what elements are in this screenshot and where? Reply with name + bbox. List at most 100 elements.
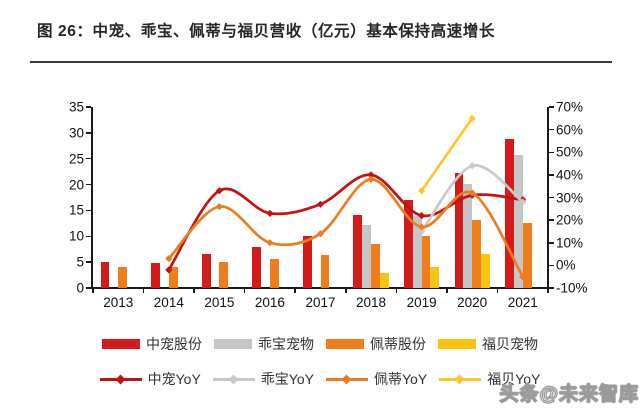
- right-axis-tick-label: 20%: [556, 212, 584, 228]
- revenue-bar-2017-s2: [320, 255, 330, 288]
- yoy-marker-s3: [418, 187, 426, 195]
- revenue-bar-2017-s0: [302, 235, 312, 288]
- x-axis-year-label: 2015: [204, 295, 235, 310]
- right-axis-tick-label: 30%: [556, 189, 584, 205]
- yoy-marker-s0: [418, 212, 426, 220]
- legend-bar-swatch: [326, 339, 364, 349]
- left-axis-tick-mark: [86, 261, 91, 263]
- revenue-bar-2020-s1: [463, 184, 473, 288]
- yoy-marker-s1: [418, 227, 426, 236]
- x-axis-tick-mark: [496, 289, 499, 293]
- right-axis-tick-label: 70%: [556, 99, 584, 115]
- revenue-bar-2018-s1: [362, 224, 372, 288]
- yoy-marker-s2: [519, 273, 527, 281]
- legend-item-line-s2: 佩蒂YoY: [326, 369, 427, 389]
- legend-bar-swatch: [214, 339, 252, 349]
- left-axis-tick-mark: [86, 183, 91, 186]
- legend-label: 佩蒂YoY: [374, 371, 428, 387]
- watermark: 头条@未来智库: [499, 384, 639, 406]
- revenue-bar-2021-s2: [522, 222, 532, 288]
- x-axis-tick-mark: [92, 289, 94, 293]
- legend-item-line-s0: 中宠YoY: [99, 369, 201, 389]
- legend-line-marker: [341, 374, 352, 384]
- right-axis-tick-label: 0%: [556, 257, 576, 273]
- legend-label: 中宠股份: [146, 336, 202, 352]
- revenue-bar-2013-s2: [118, 267, 128, 288]
- revenue-bar-2020-s3: [480, 253, 490, 288]
- right-axis-tick-mark: [549, 196, 554, 199]
- x-axis-tick-mark: [547, 289, 549, 293]
- legend-bar-swatch: [438, 339, 476, 349]
- right-axis-tick-mark: [549, 128, 554, 131]
- right-axis-tick-label: 60%: [556, 121, 584, 137]
- left-axis-tick-mark: [86, 157, 91, 160]
- legend-label: 佩蒂股份: [370, 336, 426, 352]
- revenue-bar-2019-s3: [430, 267, 440, 288]
- title-divider: [30, 61, 612, 63]
- yoy-marker-s0: [215, 187, 223, 195]
- plot-area: [93, 107, 548, 288]
- yoy-marker-s2: [215, 202, 223, 211]
- yoy-marker-s2: [468, 189, 476, 197]
- legend-label: 乖宝YoY: [260, 371, 314, 387]
- x-axis-line: [91, 287, 549, 289]
- x-axis-tick-mark: [446, 289, 448, 293]
- x-axis-year-label: 2020: [457, 295, 488, 310]
- revenue-bar-2019-s0: [404, 199, 413, 288]
- left-axis-tick-mark: [86, 235, 91, 238]
- legend-label: 福贝YoY: [487, 371, 541, 387]
- revenue-bar-2020-s0: [454, 172, 464, 288]
- revenue-bar-2020-s2: [472, 219, 481, 288]
- x-axis-tick-mark: [193, 289, 195, 293]
- right-axis-tick-mark: [549, 106, 554, 108]
- legend-line-marker: [115, 374, 126, 384]
- legend-line-marker: [454, 374, 465, 384]
- right-axis-tick-mark: [549, 174, 554, 176]
- right-y-axis-line: [547, 107, 549, 289]
- revenue-bar-2015-s0: [201, 254, 211, 288]
- right-axis-tick-label: 50%: [556, 144, 584, 160]
- yoy-marker-s2: [367, 175, 375, 183]
- legend-line-swatch: [99, 374, 142, 384]
- x-axis-tick-mark: [294, 289, 296, 293]
- left-axis-tick-label: 15: [68, 202, 84, 218]
- yoy-marker-s1: [468, 162, 476, 170]
- yoy-marker-s0: [266, 209, 274, 217]
- legend-label: 乖宝宠物: [258, 336, 314, 352]
- yoy-lines-layer: [165, 114, 527, 281]
- left-axis-tick-mark: [86, 287, 91, 289]
- revenue-bar-2014-s0: [151, 262, 161, 288]
- right-axis-tick-label: 40%: [556, 167, 584, 183]
- right-axis-tick-mark: [549, 242, 554, 244]
- legend-revenue-bars: 中宠股份 乖宝宠物 佩蒂股份 福贝宠物: [0, 334, 640, 354]
- right-axis-tick-mark: [549, 219, 554, 221]
- legend-item-bar-s0: 中宠股份: [102, 334, 202, 354]
- x-axis-year-label: 2019: [406, 295, 437, 310]
- yoy-marker-s2: [418, 223, 426, 231]
- left-axis-tick-label: 30: [68, 125, 84, 141]
- legend-item-bar-s2: 佩蒂股份: [326, 334, 426, 354]
- legend-line-marker: [228, 374, 239, 384]
- yoy-line-s0: [167, 173, 525, 272]
- legend-label: 中宠YoY: [147, 371, 201, 387]
- left-axis-tick-label: 10: [68, 228, 84, 244]
- right-axis-tick-label: -10%: [556, 280, 588, 296]
- yoy-line-s3: [420, 116, 474, 193]
- x-axis-year-label: 2016: [254, 295, 285, 310]
- left-axis-tick-mark: [86, 209, 91, 212]
- right-axis-tick-label: 10%: [556, 235, 584, 250]
- legend-yoy-lines: 中宠YoY 乖宝YoY 佩蒂YoY 福贝YoY: [0, 369, 640, 389]
- legend-item-line-s1: 乖宝YoY: [212, 369, 314, 389]
- legend-line-swatch: [326, 374, 368, 384]
- revenue-bar-2016-s2: [269, 259, 279, 288]
- yoy-marker-s2: [266, 239, 274, 247]
- x-axis-year-label: 2017: [305, 295, 336, 310]
- x-axis-year-label: 2014: [153, 295, 184, 310]
- legend-label: 福贝宠物: [482, 336, 538, 352]
- yoy-marker-s2: [316, 230, 325, 238]
- right-axis-tick-mark: [549, 151, 554, 153]
- right-axis-tick-mark: [549, 287, 554, 289]
- left-y-axis-line: [91, 107, 93, 289]
- figure-title: 图 26：中宠、乖宝、佩蒂与福贝营收（亿元）基本保持高速增长: [37, 23, 496, 40]
